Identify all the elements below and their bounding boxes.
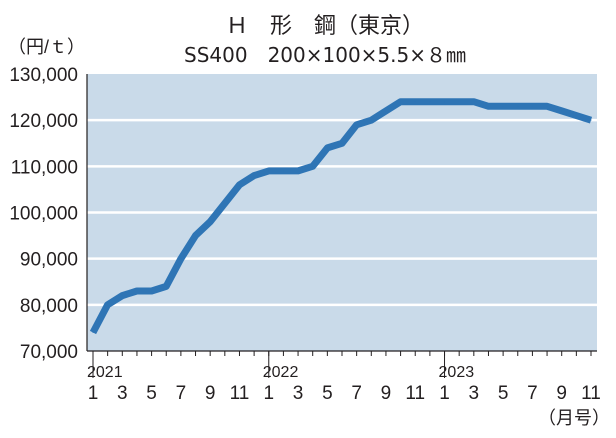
x-tick-label: 5 <box>322 383 333 404</box>
x-tick-label: 5 <box>146 383 157 404</box>
y-tick-label: 130,000 <box>9 65 78 86</box>
data-point <box>326 147 328 149</box>
y-tick-label: 100,000 <box>9 204 78 225</box>
year-label: 2022 <box>263 364 299 381</box>
data-point <box>253 175 255 177</box>
year-label: 2021 <box>87 364 123 381</box>
data-point <box>400 101 402 103</box>
data-point <box>575 115 577 117</box>
x-tick-label: 1 <box>263 383 274 404</box>
data-point <box>209 221 211 223</box>
x-tick-label: 7 <box>176 383 187 404</box>
data-point <box>458 101 460 103</box>
data-point <box>502 105 504 107</box>
data-point <box>312 165 314 167</box>
data-point <box>385 110 387 112</box>
x-tick-label: 7 <box>351 383 362 404</box>
x-tick-label: 7 <box>527 383 538 404</box>
data-point <box>151 290 153 292</box>
x-tick-label: 11 <box>230 383 250 404</box>
chart-title: Ｈ 形 鋼（東京） <box>226 14 424 39</box>
data-point <box>517 105 519 107</box>
y-tick-label: 120,000 <box>9 111 78 132</box>
data-point <box>282 170 284 172</box>
x-tick-label: 11 <box>581 383 601 404</box>
data-point <box>180 258 182 260</box>
data-point <box>165 285 167 287</box>
chart-subtitle: SS400 200×100×5.5×８㎜ <box>184 43 466 67</box>
year-labels: 2021 2022 2023 <box>87 351 474 381</box>
y-tick-labels: 70,000 80,000 90,000 100,000 110,000 120,000 1… <box>9 65 78 363</box>
data-point <box>487 105 489 107</box>
x-tick-label: 3 <box>293 383 304 404</box>
data-point <box>473 101 475 103</box>
data-point <box>92 332 94 334</box>
gridlines <box>87 118 597 307</box>
data-point <box>268 170 270 172</box>
data-point <box>590 119 592 121</box>
data-point <box>546 105 548 107</box>
y-tick-label: 70,000 <box>20 342 78 363</box>
x-tick-label: 5 <box>498 383 509 404</box>
y-tick-label: 80,000 <box>20 296 78 317</box>
y-tick-label: 90,000 <box>20 250 78 271</box>
y-tick-label: 110,000 <box>11 157 78 178</box>
x-tick-label: 3 <box>469 383 480 404</box>
data-point <box>136 290 138 292</box>
data-point <box>414 101 416 103</box>
year-label: 2023 <box>439 364 475 381</box>
data-point <box>195 235 197 237</box>
data-point <box>341 142 343 144</box>
y-axis-unit-label: （円/ｔ） <box>8 37 85 57</box>
x-axis-unit-label: （月号） <box>538 408 610 428</box>
data-point <box>297 170 299 172</box>
x-tick-marks <box>86 74 597 356</box>
data-point <box>107 304 109 306</box>
x-tick-label: 9 <box>556 383 567 404</box>
x-tick-label: 1 <box>439 383 450 404</box>
x-tick-labels: 1 3 5 7 9 11 1 3 5 7 9 11 1 3 5 7 9 11 <box>88 383 601 404</box>
data-points <box>92 101 592 334</box>
data-point <box>444 101 446 103</box>
data-point <box>561 110 563 112</box>
x-tick-label: 11 <box>405 383 425 404</box>
data-point <box>238 184 240 186</box>
x-tick-label: 9 <box>381 383 392 404</box>
data-point <box>370 119 372 121</box>
x-tick-label: 1 <box>88 383 99 404</box>
data-point <box>121 295 123 297</box>
x-tick-label: 9 <box>205 383 216 404</box>
data-point <box>224 202 226 204</box>
x-tick-label: 3 <box>117 383 128 404</box>
data-point <box>531 105 533 107</box>
data-point <box>429 101 431 103</box>
data-point <box>356 124 358 126</box>
